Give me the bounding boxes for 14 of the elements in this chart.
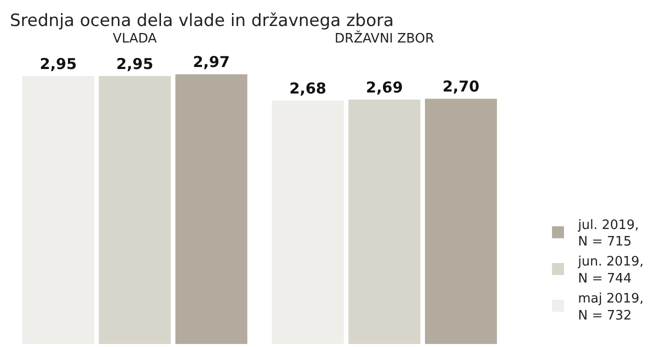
data-label: 2,95 (116, 55, 154, 74)
bar (175, 74, 248, 344)
x-tick-label: VLADA (112, 31, 157, 46)
bar (98, 76, 171, 344)
data-label: 2,69 (366, 78, 403, 97)
bar (424, 98, 497, 344)
data-label: 2,68 (289, 80, 326, 98)
chart-title: Srednja ocena dela vlade in državnega zbora (10, 10, 394, 31)
bar (348, 100, 420, 344)
data-label: 2,97 (192, 53, 230, 72)
x-tick-label: DRŽAVNI ZBOR (334, 29, 434, 46)
data-label: 2,70 (442, 78, 480, 96)
data-label: 2,95 (40, 55, 77, 74)
legend-label: maj 2019, N = 732 (578, 291, 644, 324)
